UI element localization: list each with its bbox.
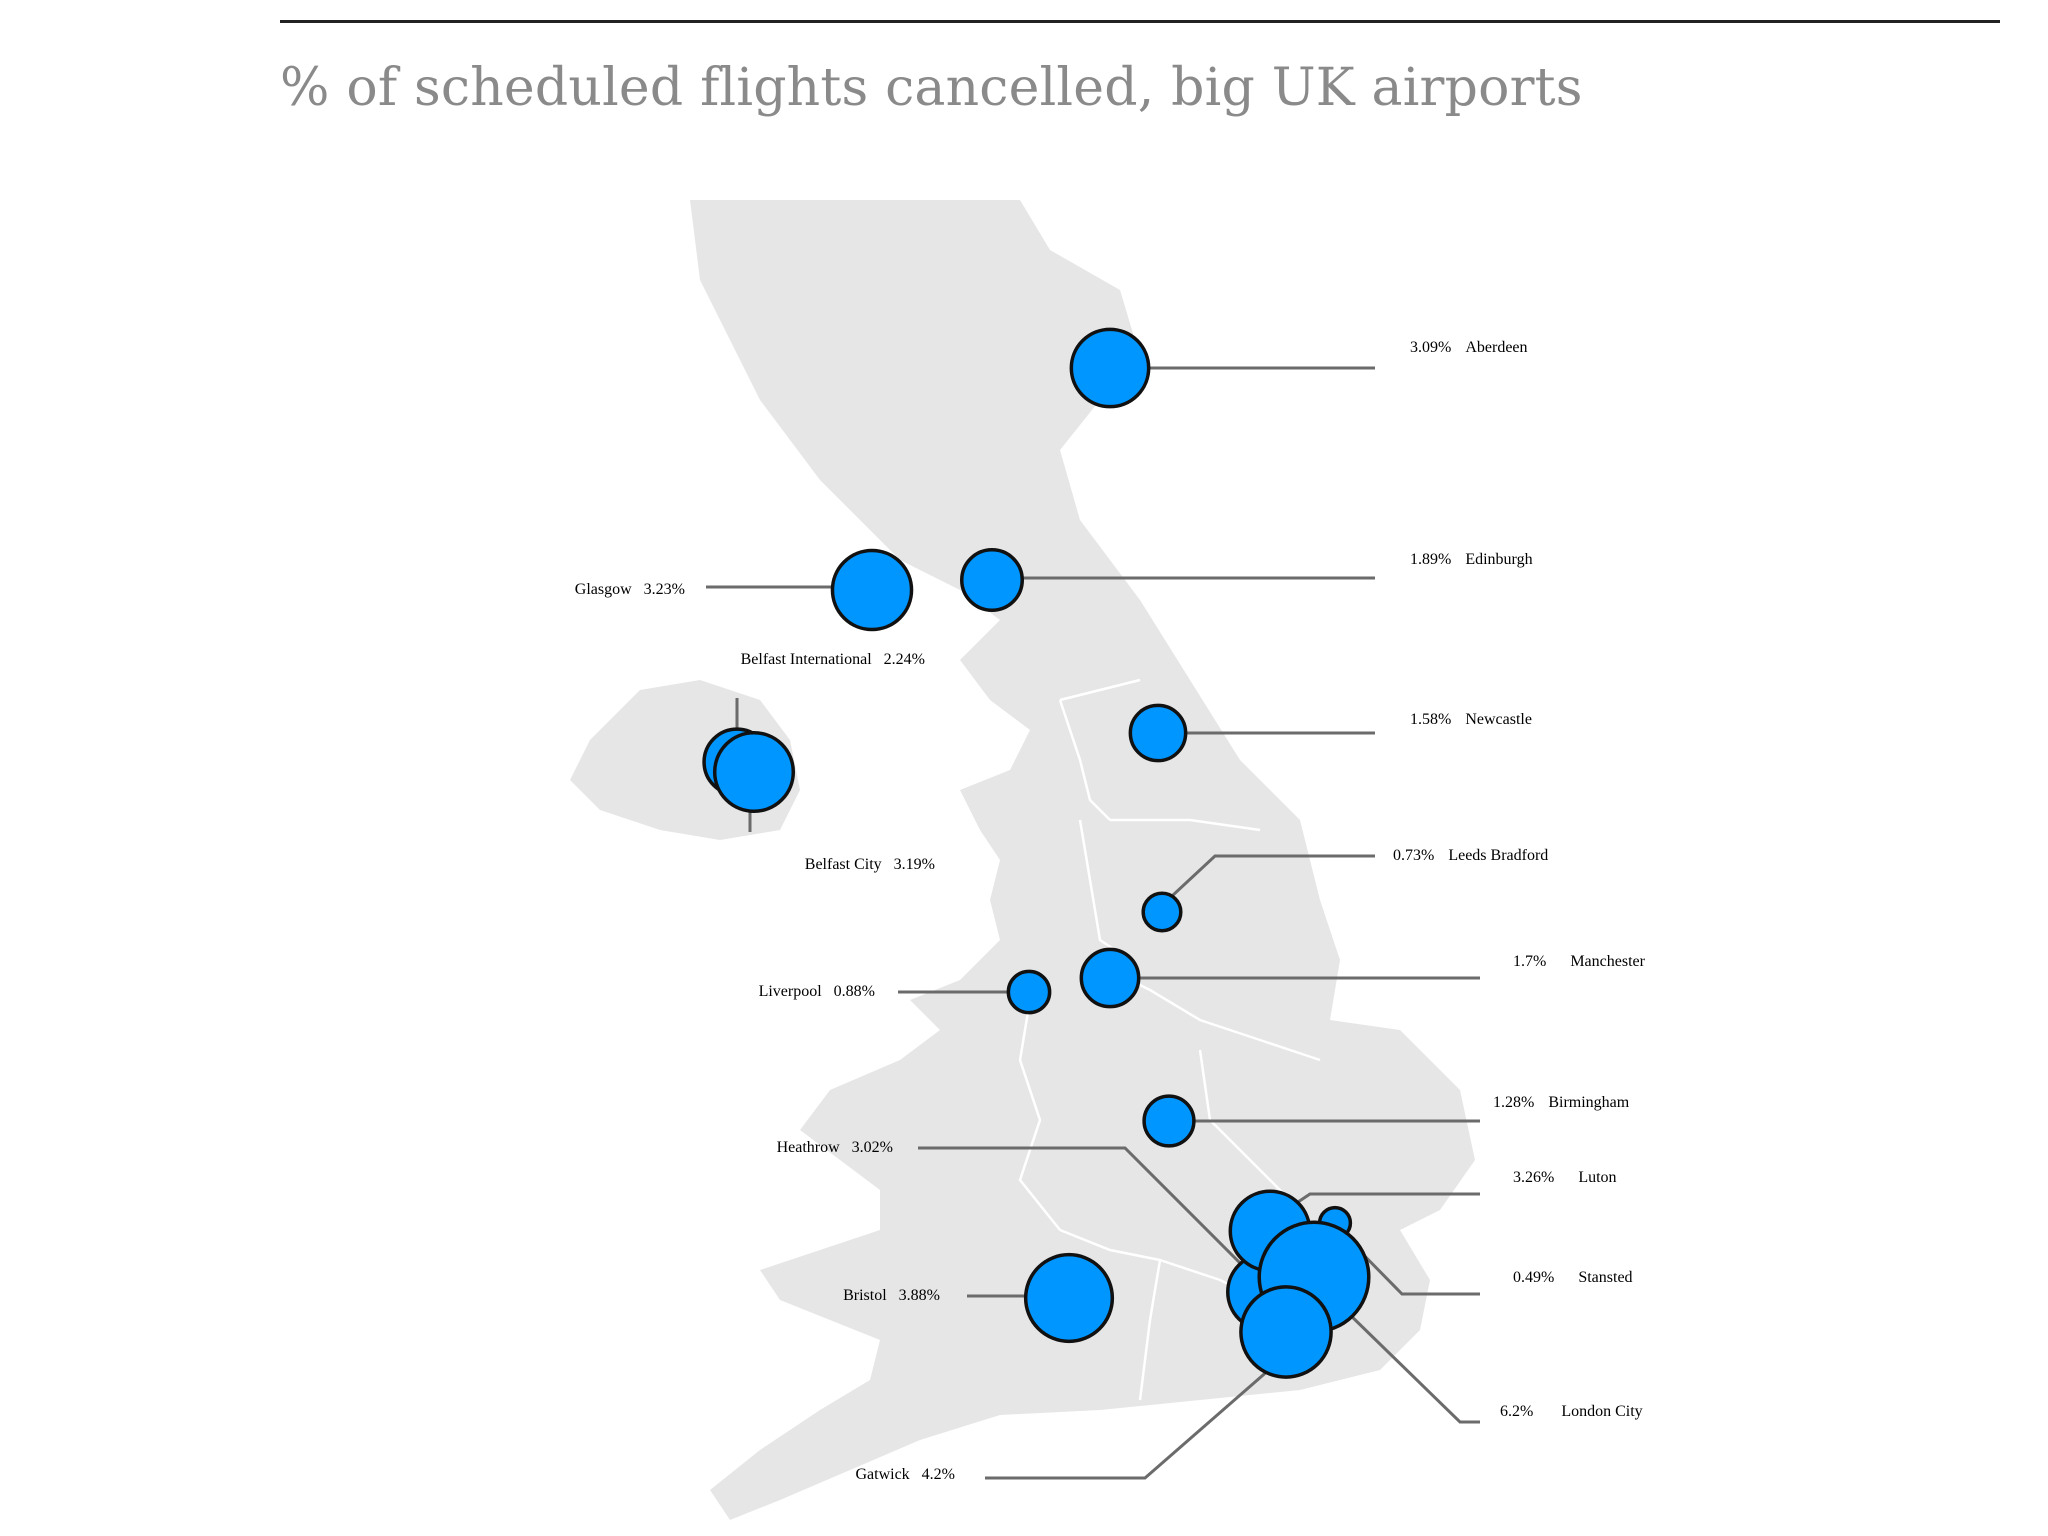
bubble-edinburgh [960, 548, 1024, 612]
airport-pct-birmingham: 1.28% [1493, 1094, 1534, 1111]
airport-pct-stansted: 0.49% [1513, 1269, 1554, 1286]
border-wales [1018, 999, 1061, 1231]
airport-pct-london-city: 6.2% [1500, 1403, 1533, 1420]
label-heathrow: Heathrow 3.02% [777, 1139, 893, 1156]
airport-name-liverpool: Liverpool [759, 983, 823, 1000]
airport-name-birmingham: Birmingham [1548, 1094, 1629, 1111]
bubble-gatwick [1239, 1285, 1333, 1379]
label-gatwick: Gatwick 4.2% [855, 1466, 955, 1483]
leader-line-leeds-bradford [1170, 854, 1375, 898]
leader-line-gatwick [985, 1360, 1279, 1480]
airport-labels: 3.09% Aberdeen 1.89% Edinburgh Glasgow 3.23% B… [575, 339, 1646, 1483]
airport-pct-edinburgh: 1.89% [1410, 551, 1451, 568]
chart-title: % of scheduled flights cancelled, big UK… [280, 58, 1583, 118]
label-birmingham: 1.28% Birmingham [1493, 1094, 1630, 1111]
airport-bubbles [702, 327, 1371, 1379]
bubble-liverpool [1006, 969, 1052, 1015]
airport-pct-newcastle: 1.58% [1410, 711, 1451, 728]
bubble-birmingham [1142, 1094, 1196, 1148]
label-stansted: 0.49% Stansted [1513, 1269, 1633, 1286]
label-luton: 3.26% Luton [1513, 1169, 1617, 1186]
top-rule [280, 20, 2000, 23]
label-newcastle: 1.58% Newcastle [1410, 711, 1532, 728]
airport-pct-heathrow: 3.02% [852, 1139, 893, 1156]
label-belfast-international: Belfast International 2.24% [741, 651, 925, 668]
airport-pct-bristol: 3.88% [899, 1287, 940, 1304]
label-leeds-bradford: 0.73% Leeds Bradford [1393, 847, 1548, 864]
border-north-east [1058, 699, 1111, 821]
bubble-manchester [1079, 947, 1141, 1009]
airport-pct-liverpool: 0.88% [834, 983, 875, 1000]
label-glasgow: Glasgow 3.23% [575, 581, 685, 598]
border-east [1198, 1049, 1291, 1201]
airport-pct-luton: 3.26% [1513, 1169, 1554, 1186]
airport-name-luton: Luton [1578, 1169, 1616, 1186]
leader-line-heathrow [918, 1146, 1252, 1275]
airport-name-aberdeen: Aberdeen [1465, 339, 1527, 356]
bubble-newcastle [1128, 703, 1188, 763]
airport-name-london-city: London City [1561, 1403, 1642, 1420]
airport-pct-gatwick: 4.2% [922, 1466, 955, 1483]
airport-name-edinburgh: Edinburgh [1465, 551, 1532, 568]
border-yorkshire [1110, 818, 1261, 832]
label-belfast-city: Belfast City 3.19% [805, 856, 935, 873]
leader-line-london-city [1343, 1308, 1480, 1424]
bubble-aberdeen [1069, 327, 1151, 409]
bubble-bristol [1023, 1252, 1115, 1344]
airport-pct-glasgow: 3.23% [644, 581, 685, 598]
label-london-city: 6.2% London City [1500, 1403, 1643, 1420]
leader-lines [706, 366, 1480, 1480]
bubble-leeds-bradford [1141, 891, 1183, 933]
bubble-glasgow [830, 548, 914, 632]
label-bristol: Bristol 3.88% [843, 1287, 940, 1304]
airport-name-gatwick: Gatwick [855, 1466, 909, 1483]
airport-name-bristol: Bristol [843, 1287, 887, 1304]
airport-name-leeds-bradford: Leeds Bradford [1448, 847, 1548, 864]
airport-name-stansted: Stansted [1578, 1269, 1632, 1286]
airport-name-belfast-international: Belfast International [741, 651, 873, 668]
airport-name-belfast-city: Belfast City [805, 856, 882, 873]
airport-name-newcastle: Newcastle [1465, 711, 1532, 728]
label-aberdeen: 3.09% Aberdeen [1410, 339, 1528, 356]
airport-pct-leeds-bradford: 0.73% [1393, 847, 1434, 864]
airport-pct-aberdeen: 3.09% [1410, 339, 1451, 356]
border-scotland-england [1059, 678, 1141, 702]
airport-name-glasgow: Glasgow [575, 581, 632, 598]
region-borders [1018, 678, 1321, 1401]
label-manchester: 1.7% Manchester [1513, 953, 1646, 970]
airport-name-manchester: Manchester [1570, 953, 1645, 970]
airport-pct-belfast-city: 3.19% [894, 856, 935, 873]
airport-name-heathrow: Heathrow [777, 1139, 841, 1156]
airport-pct-manchester: 1.7% [1513, 953, 1546, 970]
label-edinburgh: 1.89% Edinburgh [1410, 551, 1533, 568]
label-liverpool: Liverpool 0.88% [759, 983, 875, 1000]
bubble-belfast-city [712, 730, 796, 814]
airport-pct-belfast-international: 2.24% [884, 651, 925, 668]
